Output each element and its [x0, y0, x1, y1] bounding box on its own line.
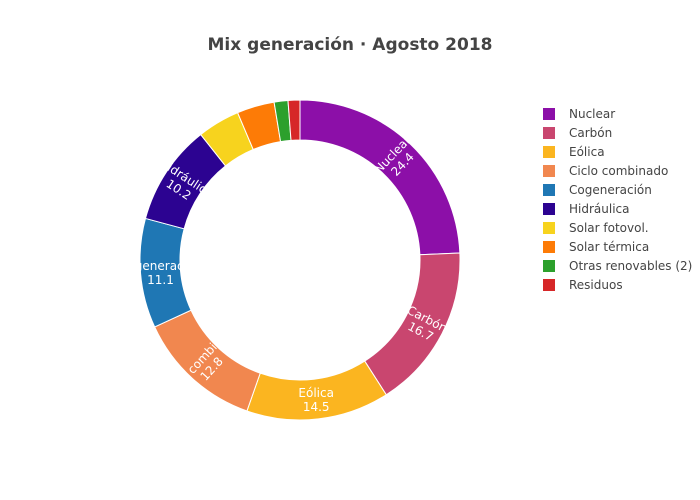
legend-swatch [543, 127, 555, 139]
legend-swatch [543, 165, 555, 177]
slice-residuos [287, 99, 301, 141]
legend-swatch [543, 184, 555, 196]
legend-label: Carbón [569, 126, 612, 140]
legend-item-carbon[interactable]: Carbón [543, 126, 612, 140]
legend-item-solar-termica[interactable]: Solar térmica [543, 240, 649, 254]
slice-label-cogeneracion: Cogeneración 11.1 [119, 259, 202, 287]
legend-swatch [543, 146, 555, 158]
legend-item-cogeneracion[interactable]: Cogeneración [543, 183, 652, 197]
legend-item-ciclo-combinado[interactable]: Ciclo combinado [543, 164, 668, 178]
legend-swatch [543, 241, 555, 253]
legend-swatch [543, 260, 555, 272]
legend-item-solar-fotovol[interactable]: Solar fotovol. [543, 221, 649, 235]
slice-nuclear [299, 99, 461, 256]
donut-slices [139, 99, 461, 421]
legend: Nuclear Carbón Eólica Ciclo combinado Cogene… [543, 107, 692, 292]
legend-item-hidraulica[interactable]: Hidráulica [543, 202, 630, 216]
legend-label: Solar fotovol. [569, 221, 649, 235]
legend-label: Hidráulica [569, 202, 630, 216]
legend-item-nuclear[interactable]: Nuclear [543, 107, 615, 121]
legend-label: Cogeneración [569, 183, 652, 197]
legend-swatch [543, 203, 555, 215]
legend-label: Otras renovables (2) [569, 259, 692, 273]
legend-swatch [543, 222, 555, 234]
legend-label: Solar térmica [569, 240, 649, 254]
legend-label: Eólica [569, 145, 605, 159]
legend-item-residuos[interactable]: Residuos [543, 278, 623, 292]
legend-label: Nuclear [569, 107, 615, 121]
legend-label: Ciclo combinado [569, 164, 668, 178]
legend-swatch [543, 108, 555, 120]
slice-label-eolica: Eólica 14.5 [298, 386, 334, 414]
legend-swatch [543, 279, 555, 291]
chart-title: Mix generación · Agosto 2018 [208, 35, 493, 55]
legend-item-otras-renovables-2[interactable]: Otras renovables (2) [543, 259, 692, 273]
legend-item-eolica[interactable]: Eólica [543, 145, 605, 159]
legend-label: Residuos [569, 278, 623, 292]
